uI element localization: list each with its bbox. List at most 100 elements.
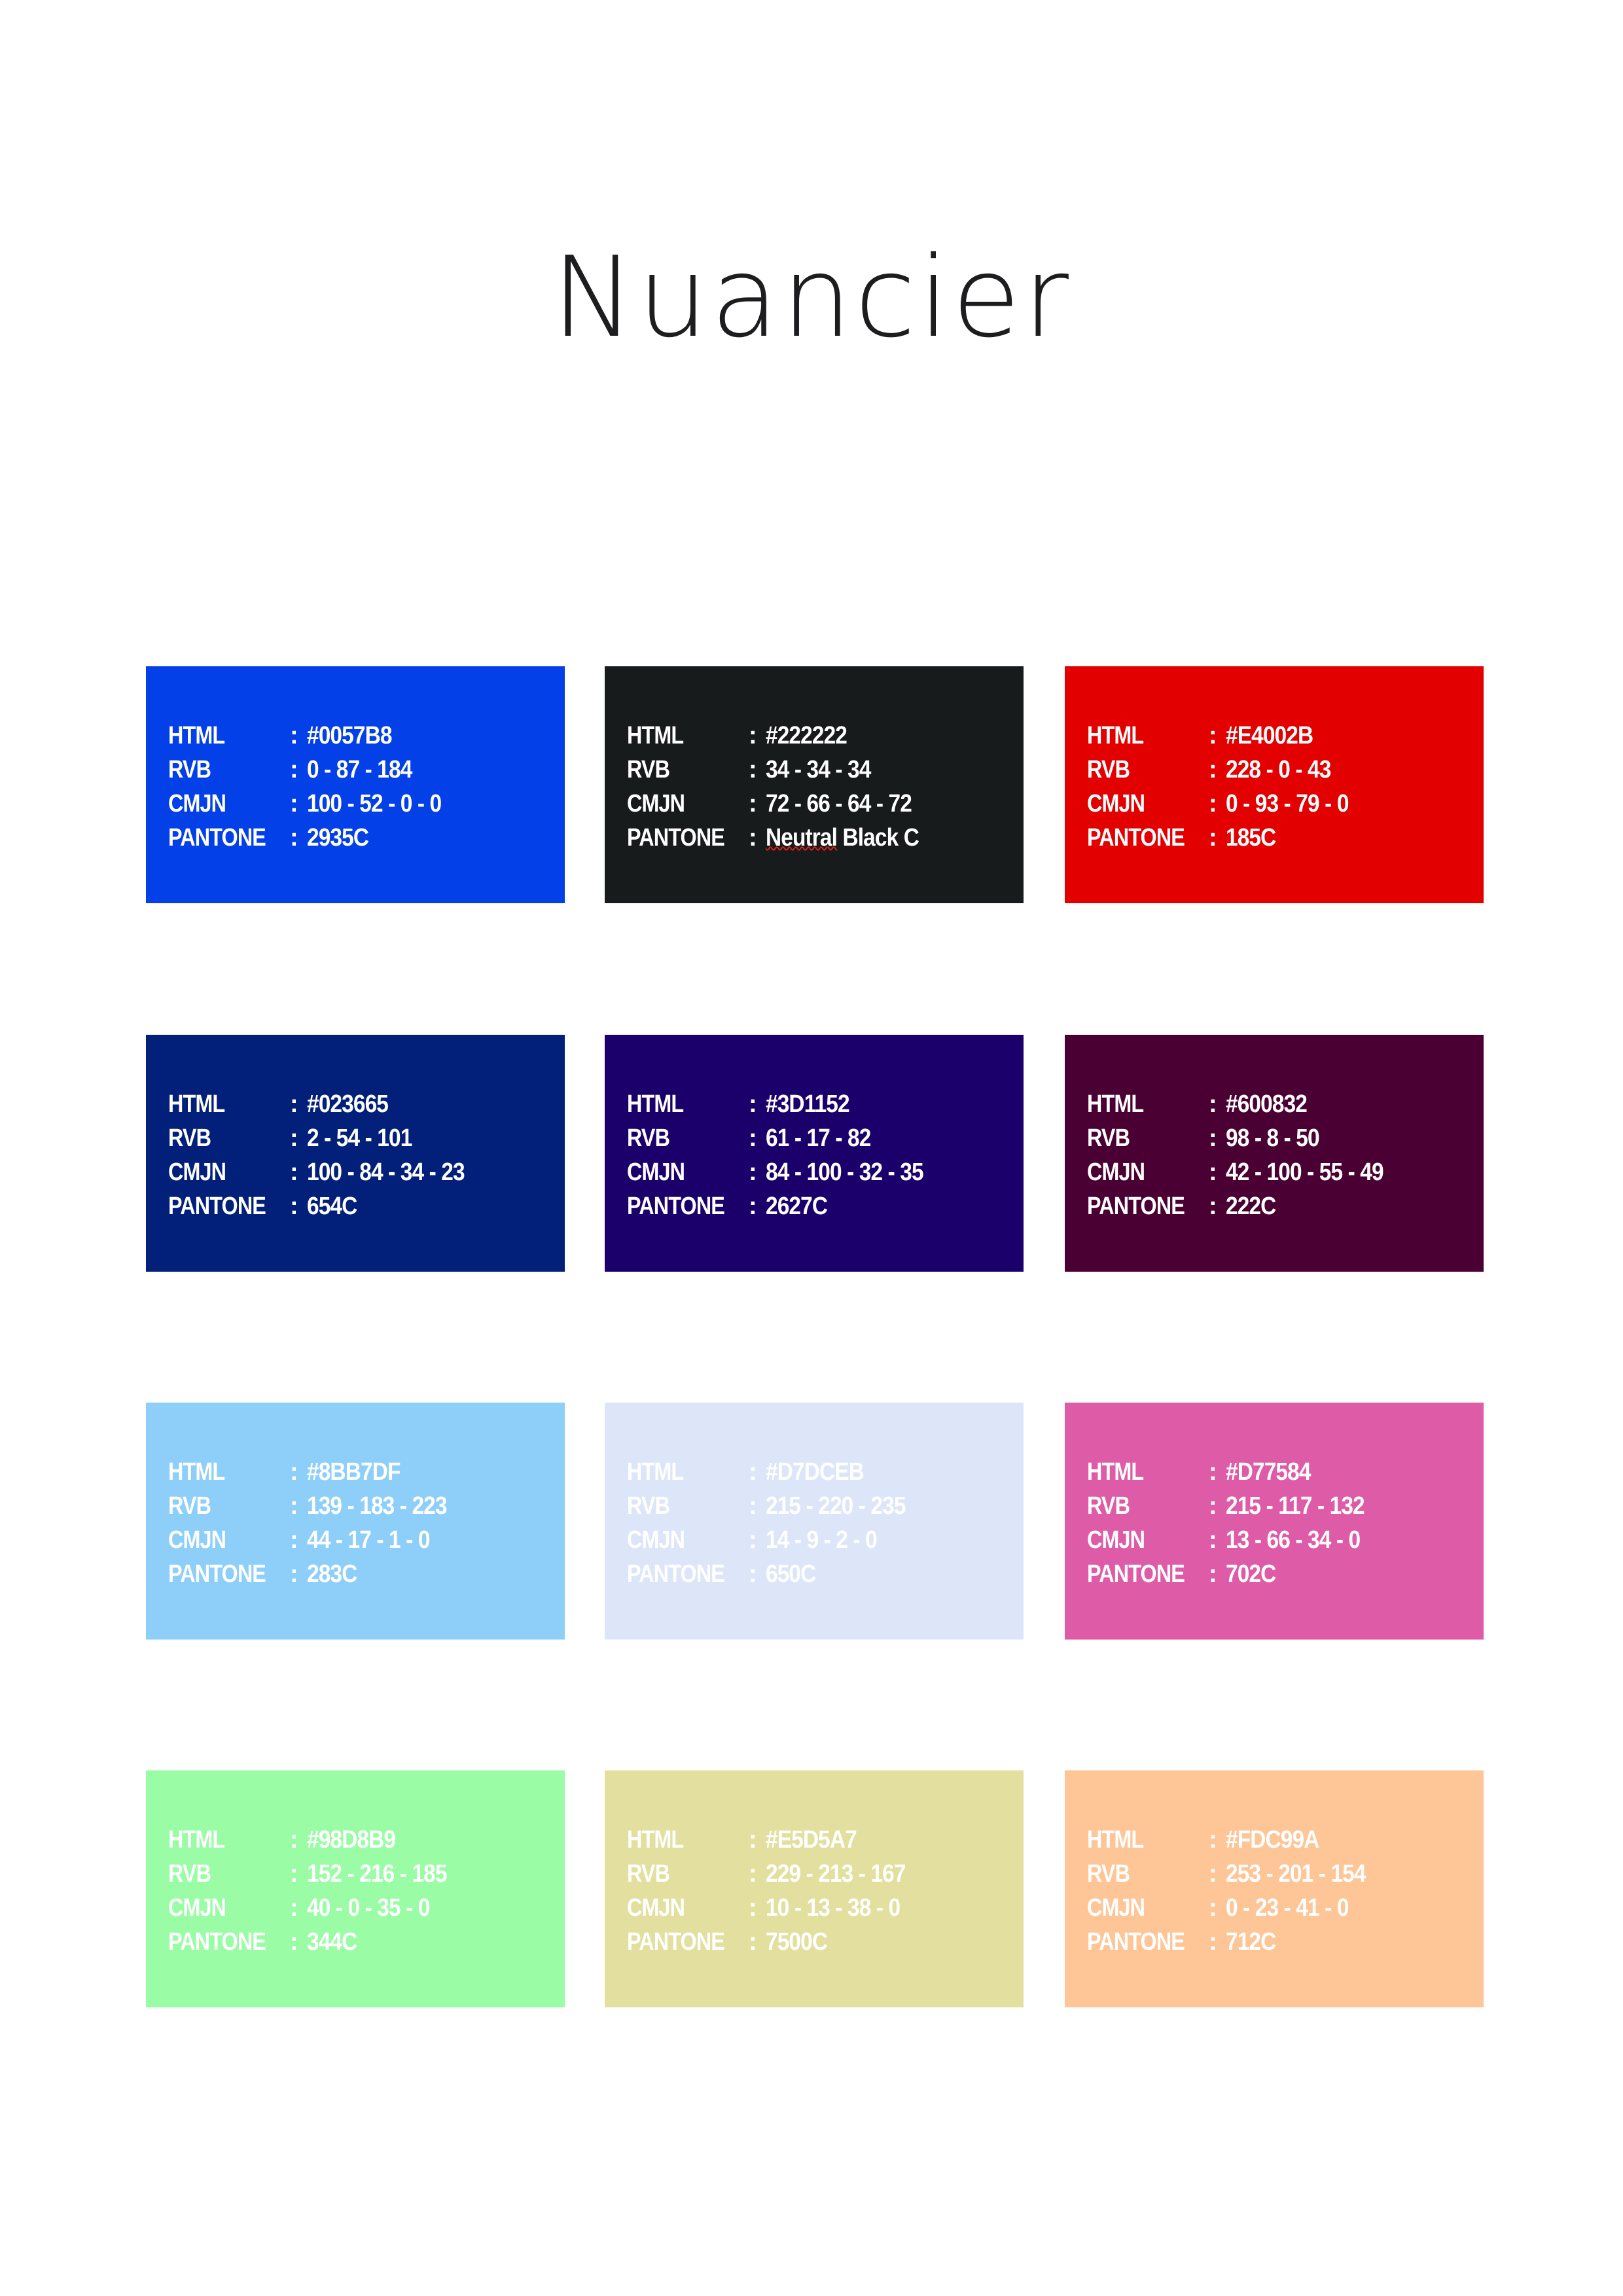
colon: :	[290, 1158, 298, 1186]
pantone-label: PANTONE	[168, 1193, 266, 1220]
html-label: HTML	[1087, 1090, 1144, 1118]
html-value: #E4002B	[1226, 722, 1313, 749]
swatch-info: HTML: #3D1152 RVB:61 - 17 - 82 CMJN:84 - 10…	[627, 1087, 945, 1223]
pantone-value: 702C	[1226, 1560, 1276, 1588]
html-label: HTML	[168, 1458, 225, 1486]
colon: :	[290, 1090, 298, 1118]
pantone-label: PANTONE	[1087, 824, 1185, 852]
pantone-label: PANTONE	[1087, 1928, 1185, 1956]
html-row: HTML: #E5D5A7	[627, 1823, 925, 1857]
color-swatch: HTML: #D7DCEB RVB:215 - 220 - 235 CMJN:14 -…	[605, 1403, 1024, 1640]
html-row: HTML: #FDC99A	[1087, 1823, 1385, 1857]
html-value: #98D8B9	[307, 1826, 396, 1854]
cmjn-value: 40 - 0 - 35 - 0	[307, 1894, 430, 1922]
html-row: HTML: #D77584	[1087, 1455, 1383, 1489]
colon: :	[749, 722, 757, 749]
colon: :	[1209, 1193, 1217, 1220]
rvb-row: RVB:2 - 54 - 101	[168, 1121, 486, 1155]
swatch-info: HTML: #E4002B RVB:228 - 0 - 43 CMJN:0 - 93 …	[1087, 719, 1365, 855]
swatch-info: HTML: #98D8B9 RVB:152 - 216 - 185 CMJN:40 -…	[168, 1823, 466, 1959]
rvb-row: RVB:229 - 213 - 167	[627, 1857, 925, 1891]
colon: :	[1209, 1860, 1217, 1888]
html-value: #023665	[307, 1090, 389, 1118]
colon: :	[749, 1193, 757, 1220]
cmjn-value: 42 - 100 - 55 - 49	[1226, 1158, 1384, 1186]
color-swatch: HTML: #023665 RVB:2 - 54 - 101 CMJN:100 - 8…	[146, 1035, 565, 1272]
pantone-value: 2627C	[766, 1193, 828, 1220]
colon: :	[290, 1526, 298, 1554]
swatch-info: HTML: #E5D5A7 RVB:229 - 213 - 167 CMJN:10 -…	[627, 1823, 925, 1959]
html-label: HTML	[627, 722, 684, 749]
cmjn-row: CMJN:42 - 100 - 55 - 49	[1087, 1155, 1405, 1189]
swatch-info: HTML: #222222 RVB:34 - 34 - 34 CMJN:72 - 66…	[627, 719, 940, 855]
pantone-label: PANTONE	[627, 1193, 725, 1220]
html-row: HTML: #E4002B	[1087, 719, 1365, 753]
cmjn-value: 44 - 17 - 1 - 0	[307, 1526, 430, 1554]
html-value: #600832	[1226, 1090, 1308, 1118]
cmjn-label: CMJN	[627, 790, 685, 817]
rvb-value: 139 - 183 - 223	[307, 1492, 447, 1520]
pantone-value: 712C	[1226, 1928, 1276, 1956]
pantone-value: 344C	[307, 1928, 357, 1956]
rvb-label: RVB	[627, 1860, 670, 1888]
cmjn-value: 100 - 52 - 0 - 0	[307, 790, 442, 817]
swatch-info: HTML: #0057B8 RVB:0 - 87 - 184 CMJN:100 - 5…	[168, 719, 459, 855]
pantone-label: PANTONE	[627, 1560, 725, 1588]
pantone-row: PANTONE:283C	[168, 1557, 466, 1591]
page-title: Nuancier	[551, 233, 1071, 363]
colon: :	[749, 1526, 757, 1554]
rvb-label: RVB	[168, 756, 211, 783]
pantone-row: PANTONE:702C	[1087, 1557, 1383, 1591]
pantone-value: 650C	[766, 1560, 816, 1588]
colon: :	[1209, 1124, 1217, 1152]
pantone-value: 283C	[307, 1560, 357, 1588]
html-row: HTML: #222222	[627, 719, 940, 753]
colon: :	[749, 1560, 757, 1588]
rvb-row: RVB:34 - 34 - 34	[627, 753, 940, 787]
html-label: HTML	[627, 1826, 684, 1854]
rvb-row: RVB:152 - 216 - 185	[168, 1857, 466, 1891]
cmjn-value: 10 - 13 - 38 - 0	[766, 1894, 901, 1922]
html-value: #222222	[766, 722, 847, 749]
html-row: HTML: #D7DCEB	[627, 1455, 925, 1489]
html-value: #0057B8	[307, 722, 392, 749]
rvb-value: 2 - 54 - 101	[307, 1124, 412, 1152]
pantone-value: Neutral Black C	[766, 824, 919, 852]
html-label: HTML	[627, 1458, 684, 1486]
pantone-label: PANTONE	[1087, 1193, 1185, 1220]
cmjn-label: CMJN	[1087, 1526, 1145, 1554]
colon: :	[290, 1894, 298, 1922]
colon: :	[1209, 1090, 1217, 1118]
rvb-value: 228 - 0 - 43	[1226, 756, 1331, 783]
html-value: #8BB7DF	[307, 1458, 401, 1486]
pantone-row: PANTONE:2935C	[168, 821, 459, 855]
swatch-info: HTML: #FDC99A RVB:253 - 201 - 154 CMJN:0 - …	[1087, 1823, 1385, 1959]
colon: :	[749, 1458, 757, 1486]
pantone-value: 185C	[1226, 824, 1276, 852]
colon: :	[1209, 722, 1217, 749]
colon: :	[1209, 1894, 1217, 1922]
color-swatch: HTML: #98D8B9 RVB:152 - 216 - 185 CMJN:40 -…	[146, 1770, 565, 2007]
pantone-label: PANTONE	[627, 824, 725, 852]
cmjn-label: CMJN	[168, 790, 226, 817]
rvb-row: RVB:215 - 117 - 132	[1087, 1489, 1383, 1523]
rvb-value: 61 - 17 - 82	[766, 1124, 871, 1152]
rvb-label: RVB	[1087, 1492, 1130, 1520]
rvb-row: RVB:228 - 0 - 43	[1087, 753, 1365, 787]
html-label: HTML	[1087, 1458, 1144, 1486]
pantone-value: 7500C	[766, 1928, 828, 1956]
cmjn-row: CMJN:40 - 0 - 35 - 0	[168, 1891, 466, 1925]
pantone-row: PANTONE:712C	[1087, 1925, 1385, 1959]
rvb-label: RVB	[627, 1492, 670, 1520]
cmjn-value: 14 - 9 - 2 - 0	[766, 1526, 878, 1554]
cmjn-label: CMJN	[627, 1894, 685, 1922]
cmjn-row: CMJN:100 - 84 - 34 - 23	[168, 1155, 486, 1189]
html-row: HTML: #600832	[1087, 1087, 1405, 1121]
colon: :	[290, 1458, 298, 1486]
colon: :	[290, 1860, 298, 1888]
rvb-value: 253 - 201 - 154	[1226, 1860, 1366, 1888]
rvb-value: 0 - 87 - 184	[307, 756, 412, 783]
rvb-row: RVB:61 - 17 - 82	[627, 1121, 945, 1155]
rvb-label: RVB	[168, 1492, 211, 1520]
pantone-row: PANTONE: Neutral Black C	[627, 821, 940, 855]
